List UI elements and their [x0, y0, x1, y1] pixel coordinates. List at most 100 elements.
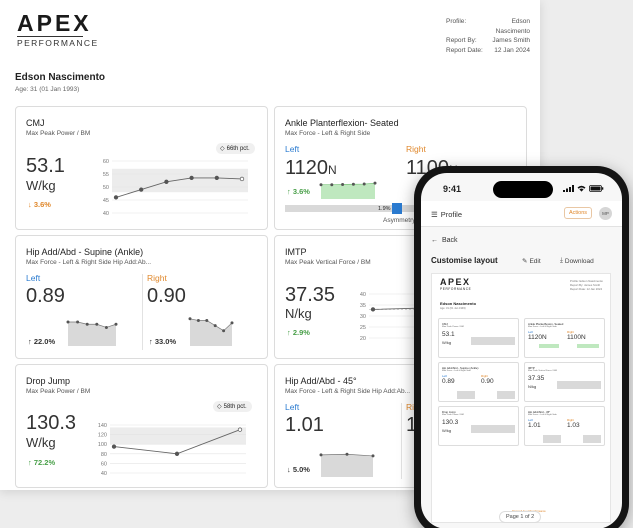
divider — [142, 274, 143, 350]
area-fill — [321, 454, 373, 477]
left-change: ↑ 22.0% — [28, 337, 55, 346]
cmj-trend-chart: 60 55 50 45 40 — [103, 159, 248, 217]
mini-card-title: IMTP — [528, 366, 535, 370]
mini-athlete-name: Edson Nascimento — [440, 301, 477, 306]
data-point — [341, 182, 345, 186]
asymmetry-label: Asymmetry — [383, 217, 416, 224]
mini-card-unit: N/kg — [528, 384, 537, 389]
data-point — [237, 427, 243, 432]
athlete-name: Edson Nascimento — [15, 72, 106, 83]
pencil-icon: ✎ — [522, 258, 528, 265]
card-subtitle: Max Peak Power / BM — [26, 130, 91, 137]
mini-left-value: 1120N — [528, 334, 547, 341]
download-label: Download — [564, 257, 594, 265]
series-line — [68, 321, 117, 328]
dynamic-island — [493, 181, 553, 198]
mini-chart-area — [471, 425, 515, 433]
download-icon: ⤓ — [560, 257, 563, 264]
menu-button[interactable]: ☰ Profile — [431, 210, 462, 219]
status-icons — [563, 185, 604, 192]
phone-mockup: 9:41 ☰ Profile Actions MP ← Back Customise… — [414, 166, 629, 528]
status-time: 9:41 — [443, 184, 462, 194]
data-point — [362, 182, 366, 186]
percentile-icon: ◇ — [220, 146, 225, 152]
right-value: 0.90 — [147, 285, 186, 307]
mini-meta-line: Profile: Edson Nascimento — [570, 279, 603, 283]
data-point — [345, 452, 349, 456]
brand-name: APEX — [17, 10, 92, 36]
header-title: Profile — [440, 210, 462, 219]
card-cmj[interactable]: CMJ Max Peak Power / BM ◇ 66th pct. 53.1 … — [15, 106, 268, 230]
y-tick-label: 25 — [360, 325, 366, 331]
change-value: 3.6% — [33, 200, 51, 209]
data-point — [174, 451, 180, 456]
mini-right-value: 0.90 — [481, 378, 494, 385]
data-point — [114, 322, 118, 326]
data-point — [239, 176, 245, 182]
page-indicator: Page 1 of 2 — [499, 511, 542, 523]
report-preview[interactable]: APEX PERFORMANCE Profile: Edson Nascimen… — [431, 273, 611, 523]
card-drop-jump[interactable]: Drop Jump Max Peak Power / BM ◇ 58th pct.… — [15, 364, 268, 488]
percentile-label: 58th pct. — [223, 403, 247, 410]
data-point — [214, 175, 219, 181]
metric-value: 37.35 — [285, 284, 336, 306]
metric-change: ↑ 2.9% — [287, 328, 310, 337]
y-tick-label: 45 — [103, 198, 109, 204]
meta-key: Report By: — [446, 37, 477, 44]
metric-unit: N/kg — [285, 306, 312, 321]
back-button[interactable]: ← Back — [431, 237, 458, 244]
series-line — [321, 182, 376, 186]
area-fill — [190, 318, 232, 346]
right-label: Right — [406, 144, 426, 154]
series-line — [115, 177, 243, 198]
change-value: 72.2% — [33, 458, 56, 467]
data-point — [85, 322, 89, 326]
mini-right-label: Right — [567, 418, 575, 422]
y-tick-label: 40 — [360, 292, 366, 298]
change-value: 2.9% — [292, 328, 310, 337]
mini-right-value: 1.03 — [567, 422, 580, 429]
mini-chart-area — [471, 337, 515, 345]
data-point — [196, 319, 200, 322]
mini-card-value: 130.3 — [442, 419, 459, 426]
card-title: Drop Jump — [26, 376, 71, 386]
metric-value: 130.3 — [26, 412, 77, 434]
hip-45-left-chart — [319, 452, 375, 477]
divider — [401, 403, 402, 479]
actions-button[interactable]: Actions — [564, 207, 593, 219]
data-point — [188, 317, 192, 321]
metric-unit: W/kg — [26, 178, 56, 193]
mini-athlete-age: Age: 31 (01 Jan 1993) — [440, 307, 466, 310]
edit-button[interactable]: ✎ Edit — [522, 257, 541, 266]
arrow-up-icon: ↑ — [287, 187, 291, 196]
mini-brand: APEX — [440, 277, 471, 287]
right-label: Ri — [406, 402, 415, 412]
mini-card-value: 53.1 — [442, 331, 455, 338]
avatar[interactable]: MP — [599, 207, 612, 220]
mini-card-subtitle: Max Peak Power / BM — [442, 414, 464, 416]
mini-left-label: Left — [528, 330, 534, 334]
report-page: APEX PERFORMANCE Profile: Edson Nasciment… — [0, 0, 540, 490]
left-change: ↓ 5.0% — [287, 465, 310, 474]
y-tick-label: 140 — [98, 423, 107, 429]
left-value-unit: N — [328, 163, 337, 177]
meta-key: Profile: — [446, 18, 467, 25]
hamburger-icon: ☰ — [431, 210, 438, 219]
download-button[interactable]: ⤓ Download — [560, 257, 594, 265]
arrow-up-icon: ↑ — [287, 328, 291, 337]
y-tick-label: 55 — [103, 172, 109, 178]
mini-card: Drop Jump Max Peak Power / BM 130.3 W/kg — [438, 406, 519, 446]
data-point — [66, 320, 70, 324]
change-value: 5.0% — [292, 465, 310, 474]
mini-card-title: Ankle Planterflexion- Seated — [528, 322, 564, 326]
mini-card-subtitle: Max Force - Left & Right Side — [442, 370, 471, 372]
data-point — [113, 195, 119, 200]
mini-right-label: Right — [481, 374, 489, 378]
data-point — [230, 321, 234, 325]
data-point — [213, 324, 217, 328]
left-label: Left — [285, 402, 300, 412]
card-hip-supine[interactable]: Hip Add/Abd - Supine (Ankle) Max Force -… — [15, 235, 268, 359]
mini-card-subtitle: Max Peak Vertical Force / BM — [528, 370, 557, 372]
y-tick-label: 120 — [98, 433, 107, 439]
app-header: ☰ Profile Actions MP — [421, 201, 622, 227]
